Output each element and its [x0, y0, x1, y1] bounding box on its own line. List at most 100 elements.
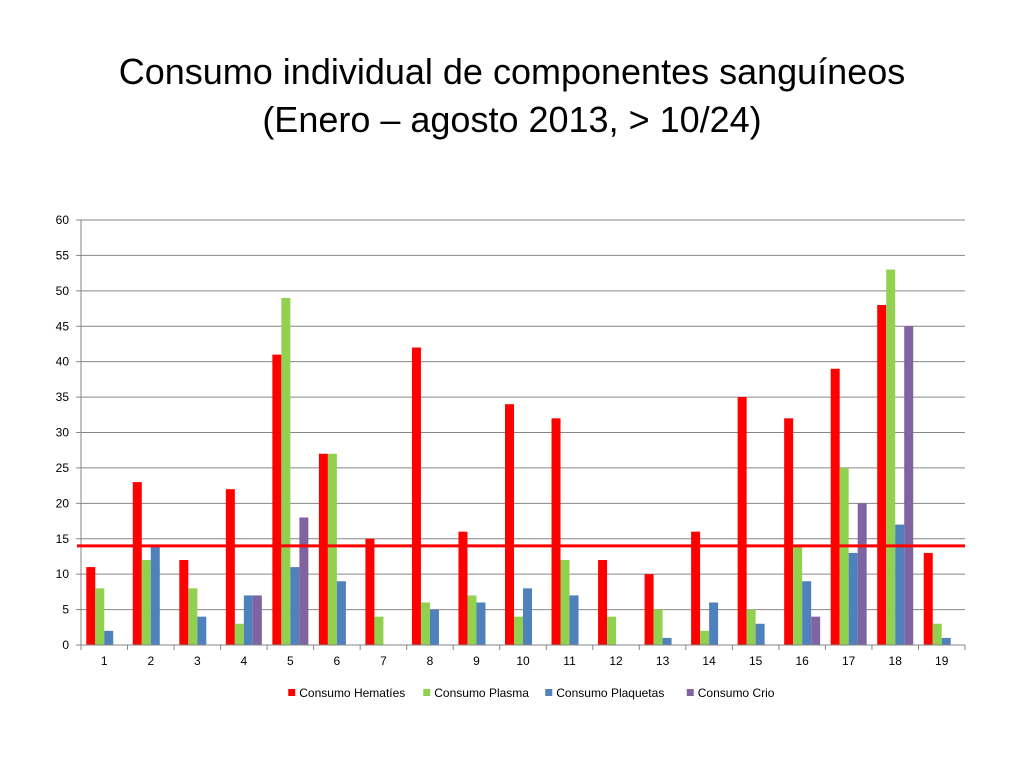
- bar: [746, 609, 756, 645]
- bar: [784, 418, 794, 645]
- bar: [830, 368, 840, 645]
- bar: [252, 595, 262, 645]
- x-tick-label: 19: [935, 654, 949, 668]
- bar: [272, 354, 282, 645]
- y-tick-label: 45: [56, 319, 70, 333]
- bar: [234, 623, 244, 645]
- bar: [281, 297, 291, 645]
- bar: [429, 609, 439, 645]
- x-tick-label: 8: [427, 654, 434, 668]
- bar: [365, 538, 375, 645]
- x-tick-label: 11: [563, 654, 576, 668]
- legend-item: Consumo Hematíes: [288, 686, 405, 700]
- bar: [141, 560, 151, 645]
- legend-swatch: [423, 689, 431, 696]
- bar: [179, 560, 189, 645]
- bar: [514, 616, 523, 645]
- x-tick-label: 12: [609, 654, 623, 668]
- bar: [150, 545, 160, 645]
- bar: [886, 269, 896, 645]
- bar: [467, 595, 477, 645]
- y-tick-label: 40: [56, 355, 70, 369]
- bar: [374, 616, 384, 645]
- bar: [327, 453, 337, 645]
- x-tick-label: 13: [656, 654, 670, 668]
- bar: [560, 560, 570, 645]
- bar: [904, 326, 914, 645]
- x-tick-label: 2: [147, 654, 154, 668]
- y-tick-label: 50: [56, 284, 70, 298]
- bar: [877, 305, 887, 645]
- y-tick-label: 30: [56, 426, 70, 440]
- bar: [197, 616, 207, 645]
- bar: [318, 453, 328, 645]
- bar: [290, 567, 300, 645]
- bar: [188, 588, 198, 645]
- x-tick-label: 3: [194, 654, 201, 668]
- bar: [551, 418, 561, 645]
- bar: [802, 581, 812, 645]
- bar: [737, 397, 747, 645]
- bar: [95, 588, 105, 645]
- legend: Consumo Hematíes Consumo Plasma Consumo Pl…: [288, 686, 775, 700]
- bar: [923, 552, 933, 645]
- legend-swatch: [288, 689, 296, 696]
- legend-swatch: [545, 689, 553, 696]
- x-tick-label: 9: [473, 654, 480, 668]
- y-tick-label: 55: [56, 248, 70, 262]
- y-tick-label: 20: [56, 496, 70, 510]
- legend-item: Consumo Plaquetas: [545, 686, 664, 700]
- bar: [848, 552, 858, 645]
- bar: [691, 531, 701, 645]
- bar: [411, 347, 421, 645]
- x-tick-label: 17: [842, 654, 856, 668]
- y-tick-label: 5: [62, 603, 69, 617]
- gridlines: [81, 219, 965, 611]
- bar: [420, 602, 430, 645]
- x-tick-label: 1: [101, 654, 108, 668]
- bar: [132, 482, 142, 645]
- bar: [336, 581, 346, 645]
- x-tick-label: 4: [240, 654, 247, 668]
- legend-label: Consumo Plasma: [434, 686, 529, 700]
- legend-item: Consumo Plasma: [423, 686, 529, 700]
- legend-item: Consumo Crio: [686, 686, 775, 700]
- x-tick-label: 7: [380, 654, 387, 668]
- bar: [505, 404, 514, 645]
- bars: [86, 269, 951, 645]
- x-tick-label: 18: [889, 654, 903, 668]
- bar: [644, 574, 654, 645]
- bar: [793, 545, 803, 645]
- bar: [941, 637, 951, 645]
- bar: [476, 602, 486, 645]
- x-tick-label: 16: [795, 654, 809, 668]
- x-tick-label: 5: [287, 654, 294, 668]
- bar: [857, 503, 867, 645]
- bar: [839, 467, 849, 645]
- y-tick-label: 25: [56, 461, 70, 475]
- bar: [299, 517, 309, 645]
- x-tick-label: 15: [749, 654, 763, 668]
- chart-subtitle-line: (Enero – agosto 2013, > 10/24): [262, 99, 762, 140]
- bar: [755, 623, 765, 645]
- bar: [569, 595, 579, 645]
- bar: [598, 560, 608, 645]
- bar: [811, 616, 821, 645]
- bar: [662, 637, 672, 645]
- y-tick-label: 15: [56, 532, 70, 546]
- bar: [653, 609, 663, 645]
- bar: [86, 567, 96, 645]
- bar: [243, 595, 253, 645]
- chart-title: Consumo individual de componentes sanguí…: [0, 48, 1024, 144]
- bar: [225, 489, 235, 645]
- legend-label: Consumo Crio: [698, 686, 775, 700]
- legend-swatch: [686, 689, 694, 696]
- y-tick-label: 35: [56, 390, 70, 404]
- y-tick-label: 60: [56, 213, 70, 227]
- x-tick-label: 14: [702, 654, 716, 668]
- bar: [523, 588, 532, 645]
- x-tick-label: 6: [334, 654, 341, 668]
- bar: [458, 531, 468, 645]
- legend-label: Consumo Plaquetas: [556, 686, 664, 700]
